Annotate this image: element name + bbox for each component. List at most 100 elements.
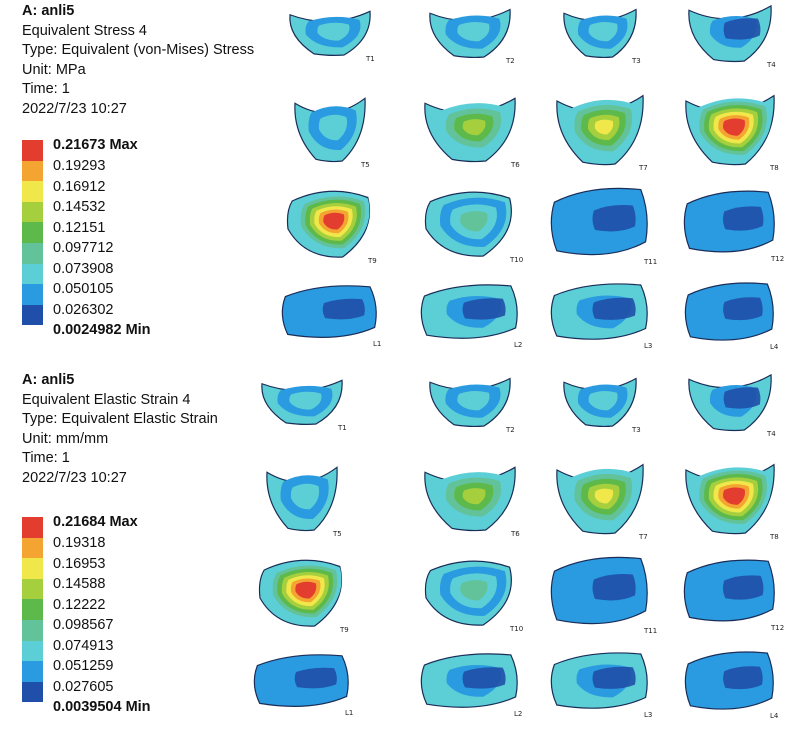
vertebra-l4: L4	[684, 282, 779, 351]
legend-value: 0.051259	[53, 658, 114, 674]
vertebra-label: T5	[332, 530, 342, 538]
vertebra-l4: L4	[684, 651, 779, 720]
stress-timestamp: 2022/7/23 10:27	[22, 100, 127, 117]
vertebra-t12: T12	[683, 190, 784, 263]
vertebra-t7: T7	[556, 94, 648, 172]
strain-header: A: anli5 Equivalent Elastic Strain 4 Typ…	[22, 371, 218, 488]
contour-band	[457, 21, 490, 42]
strain-type: Type: Equivalent Elastic Strain	[22, 411, 218, 427]
strain-vertebrae-grid: T1 T2 T3 T4 T5 T6 T7 T8 T9 T10 T11 T12 L1 L2 L3 L4	[253, 373, 784, 720]
legend-value: 0.19293	[53, 158, 106, 174]
vertebra-l1: L1	[281, 285, 381, 348]
strain-title: A: anli5	[22, 372, 75, 388]
strain-panel: A: anli5 Equivalent Elastic Strain 4 Typ…	[0, 369, 788, 738]
vertebra-label: L4	[770, 712, 779, 720]
contour-band	[592, 666, 636, 689]
vertebra-t3: T3	[563, 377, 641, 434]
legend-swatch	[22, 537, 43, 559]
contour-band	[594, 119, 614, 135]
vertebra-t5: T5	[266, 466, 342, 538]
vertebra-l2: L2	[420, 653, 522, 718]
contour-band	[594, 488, 614, 504]
vertebra-label: L2	[514, 710, 522, 718]
contour-band	[722, 575, 764, 600]
legend-min: 0.0039504 Min	[53, 699, 151, 715]
legend-swatch	[22, 661, 43, 682]
vertebra-label: T3	[631, 426, 641, 434]
legend-value: 0.14532	[53, 199, 106, 215]
vertebra-label: L1	[345, 709, 353, 717]
stress-title: A: anli5	[22, 3, 75, 19]
vertebra-label: T5	[360, 161, 370, 169]
vertebra-t5: T5	[294, 97, 370, 169]
contour-band	[327, 216, 341, 226]
legend-value: 0.12151	[53, 219, 106, 236]
contour-band	[592, 204, 636, 232]
contour-band	[294, 667, 337, 689]
legend-swatch	[22, 284, 43, 305]
vertebra-t4: T4	[688, 373, 776, 438]
vertebra-t9: T9	[286, 190, 377, 265]
legend-value: 0.026302	[53, 301, 114, 318]
contour-band	[723, 18, 761, 40]
legend-value: 0.074913	[53, 637, 114, 654]
vertebra-label: T9	[367, 257, 377, 265]
legend-max: 0.21684 Max	[53, 514, 138, 530]
vertebra-label: L1	[373, 340, 381, 348]
contour-band	[457, 390, 490, 411]
vertebra-label: T11	[643, 258, 657, 266]
legend-value: 0.19318	[53, 535, 106, 551]
vertebra-label: T11	[643, 627, 657, 635]
strain-unit: Unit: mm/mm	[22, 430, 109, 447]
legend-value: 0.050105	[53, 281, 114, 297]
strain-timestamp: 2022/7/23 10:27	[22, 469, 127, 486]
legend-swatch	[22, 620, 43, 641]
contour-band	[462, 119, 486, 136]
contour-band	[322, 298, 365, 320]
contour-band	[462, 298, 506, 320]
vertebra-label: T12	[770, 624, 784, 632]
stress-time: Time: 1	[22, 81, 70, 97]
contour-band	[722, 206, 764, 231]
legend-swatch	[22, 517, 43, 538]
vertebra-label: L4	[770, 343, 779, 351]
vertebra-l2: L2	[420, 284, 522, 349]
legend-swatch	[22, 681, 43, 703]
vertebra-label: T7	[638, 533, 648, 541]
contour-band	[588, 390, 618, 411]
vertebra-label: L2	[514, 341, 522, 349]
contour-band	[462, 488, 486, 505]
vertebra-t6: T6	[424, 97, 520, 169]
vertebra-t12: T12	[683, 559, 784, 632]
vertebra-l3: L3	[550, 652, 652, 719]
contour-band	[460, 580, 488, 601]
vertebra-t8: T8	[685, 94, 779, 172]
contour-band	[289, 391, 322, 410]
legend-min: 0.0024982 Min	[53, 322, 151, 338]
vertebra-t3: T3	[563, 8, 641, 65]
stress-vertebrae-grid: T1 T2 T3 T4 T5 T6 T7 T8 T9 T10 T11 T12 L1 L2 L3 L4	[281, 4, 784, 351]
vertebra-t2: T2	[429, 377, 515, 434]
vertebra-label: T9	[339, 626, 349, 634]
vertebra-t10: T10	[424, 560, 523, 633]
vertebra-label: L3	[644, 342, 652, 350]
contour-band	[460, 211, 488, 232]
vertebra-label: T1	[365, 55, 375, 63]
stress-panel: A: anli5 Equivalent Stress 4 Type: Equiv…	[0, 0, 788, 369]
legend-value: 0.097712	[53, 240, 114, 256]
legend-swatch	[22, 201, 43, 223]
vertebra-label: T1	[337, 424, 347, 432]
contour-band	[723, 297, 763, 321]
vertebra-t11: T11	[550, 556, 657, 635]
legend-swatch	[22, 222, 43, 243]
legend-swatch	[22, 181, 43, 202]
vertebra-label: T6	[510, 161, 520, 169]
vertebra-t11: T11	[550, 187, 657, 266]
vertebra-l1: L1	[253, 654, 353, 717]
strain-time: Time: 1	[22, 450, 70, 466]
vertebra-label: L3	[644, 711, 652, 719]
vertebra-t8: T8	[685, 463, 779, 541]
vertebra-t1: T1	[261, 379, 347, 432]
vertebra-label: T4	[766, 430, 776, 438]
vertebra-label: T6	[510, 530, 520, 538]
